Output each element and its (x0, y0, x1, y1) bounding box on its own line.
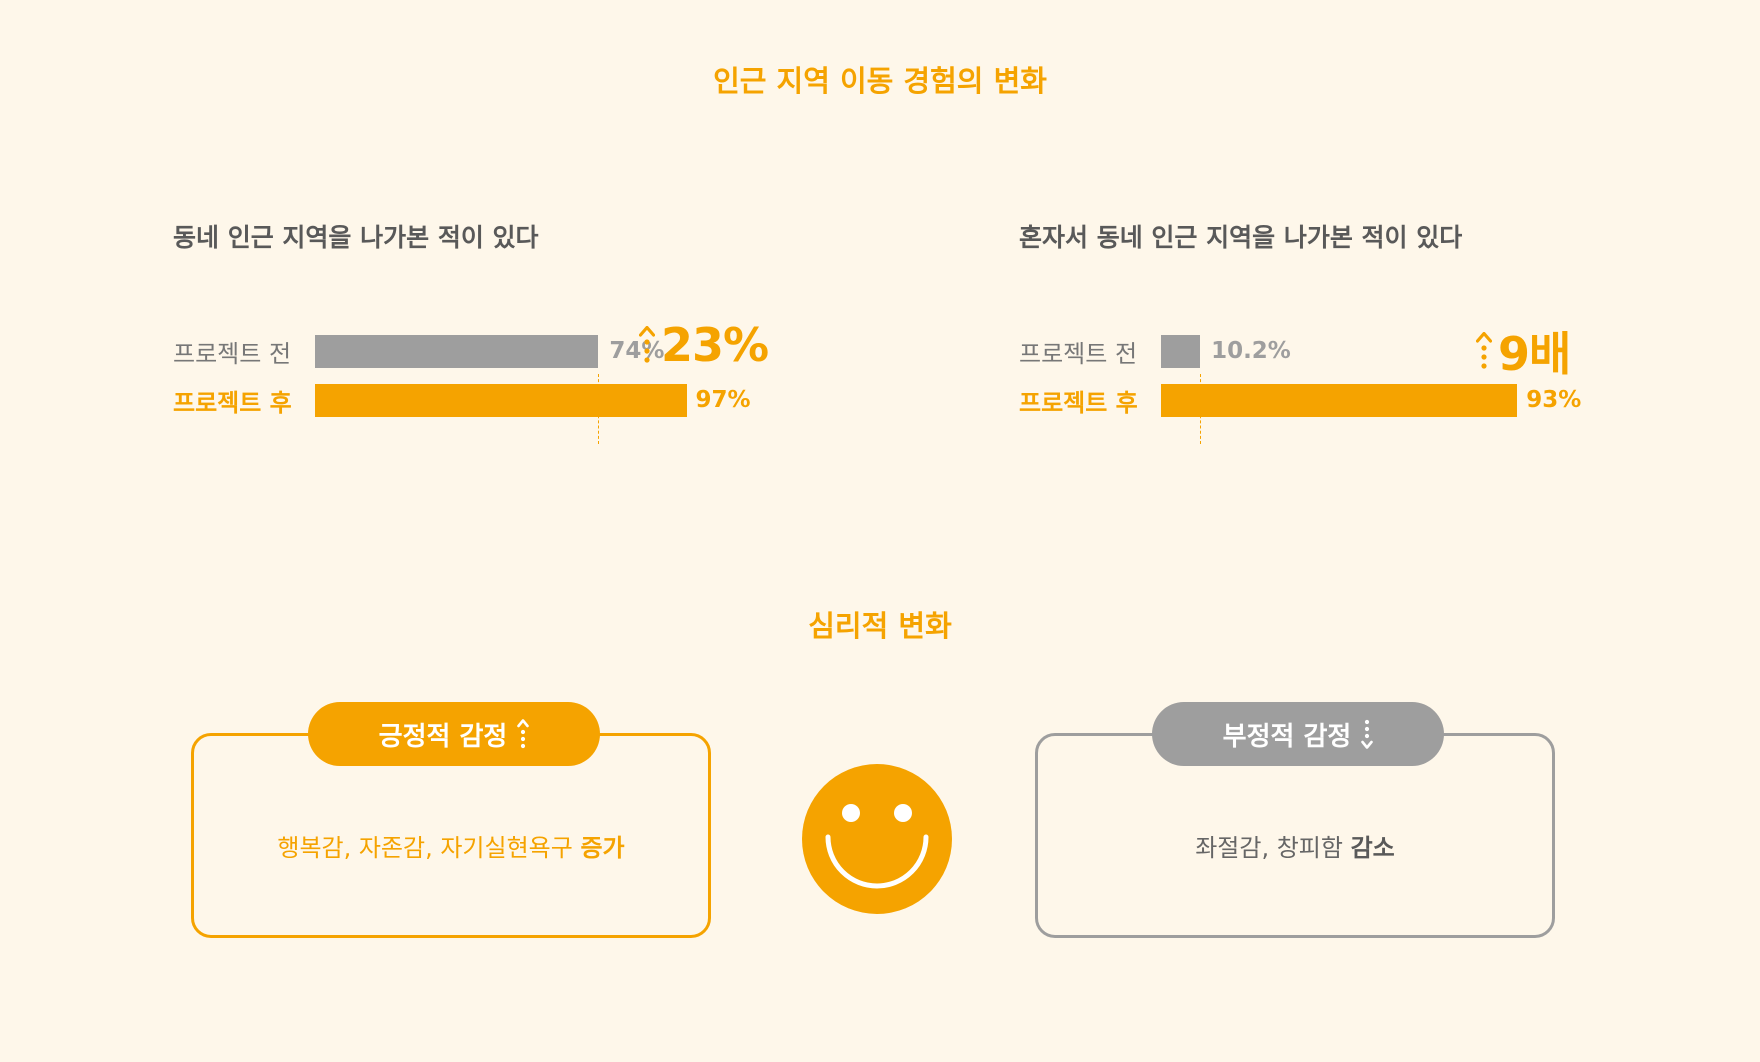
dotted-up-arrow-icon (517, 719, 530, 749)
positive-emotion-badge: 긍정적 감정 (308, 702, 600, 766)
change-value: 9배 (1498, 327, 1571, 381)
chart-alone-nearby-area: 혼자서 동네 인근 지역을 나가본 적이 있다 프로젝트 전 프로젝트 후 10… (1019, 218, 1739, 444)
positive-emotion-card: 긍정적 감정 행복감, 자존감, 자기실현욕구 증가 (191, 702, 711, 938)
bar-before (315, 335, 599, 368)
negative-emotion-card: 부정적 감정 좌절감, 창피함 감소 (1035, 702, 1555, 938)
card-text: 좌절감, 창피함 (1195, 834, 1351, 862)
bar-after (1161, 384, 1518, 417)
dotted-up-arrow-icon (639, 326, 655, 363)
negative-emotion-badge: 부정적 감정 (1152, 702, 1444, 766)
change-indicator: 23% (639, 318, 769, 372)
chart-title: 동네 인근 지역을 나가본 적이 있다 (173, 223, 539, 252)
section-title-mobility: 인근 지역 이동 경험의 변화 (713, 64, 1047, 98)
before-level-marker (598, 374, 600, 444)
category-label-before: 프로젝트 전 (1019, 340, 1138, 368)
bar-after (315, 384, 687, 417)
value-label-after: 97% (695, 387, 751, 413)
badge-label: 긍정적 감정 (378, 721, 508, 752)
chart-title: 혼자서 동네 인근 지역을 나가본 적이 있다 (1019, 223, 1463, 252)
category-label-before: 프로젝트 전 (173, 340, 292, 368)
chart-nearby-area: 동네 인근 지역을 나가본 적이 있다 프로젝트 전 프로젝트 후 74% 97… (173, 218, 893, 444)
section-title-psychological: 심리적 변화 (808, 609, 952, 643)
bar-before (1161, 335, 1201, 368)
card-text: 행복감, 자존감, 자기실현욕구 (277, 834, 581, 862)
category-label-after: 프로젝트 후 (1019, 389, 1138, 417)
card-emphasis: 감소 (1350, 834, 1395, 862)
change-indicator: 9배 (1476, 318, 1571, 384)
smiley-face-icon (802, 764, 952, 914)
value-label-before: 74% (609, 338, 665, 364)
dotted-up-arrow-icon (1476, 332, 1492, 369)
value-label-after: 93% (1526, 387, 1582, 413)
card-body: 좌절감, 창피함 감소 (1038, 828, 1552, 863)
card-emphasis: 증가 (580, 834, 625, 862)
badge-label: 부정적 감정 (1222, 721, 1352, 752)
dotted-down-arrow-icon (1361, 719, 1374, 749)
card-body: 행복감, 자존감, 자기실현욕구 증가 (194, 828, 708, 863)
before-level-marker (1200, 374, 1202, 444)
category-label-after: 프로젝트 후 (173, 389, 292, 417)
change-value: 23% (661, 318, 769, 372)
value-label-before: 10.2% (1211, 338, 1291, 364)
